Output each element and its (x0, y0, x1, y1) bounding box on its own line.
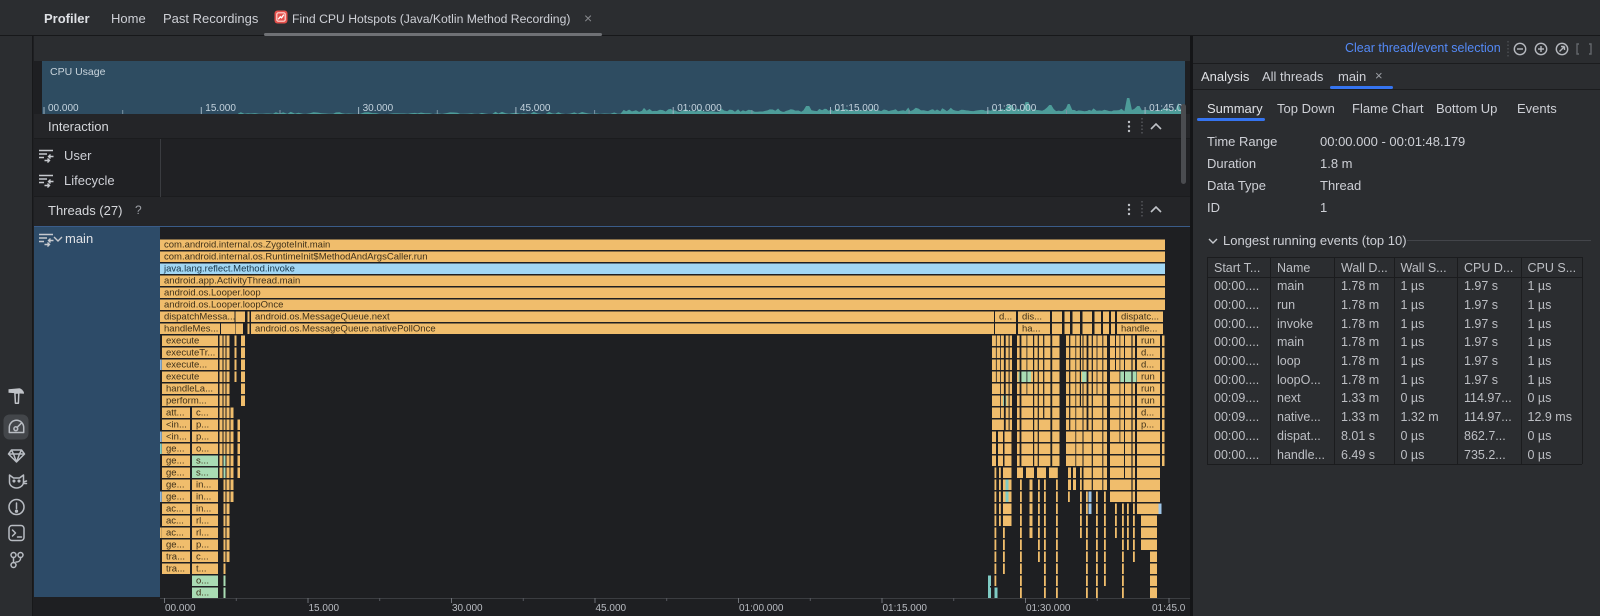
svg-text:in...: in... (196, 480, 211, 491)
svg-text:in...: in... (196, 492, 211, 503)
svg-text:ac...: ac... (166, 528, 184, 539)
svg-text:com.android.internal.os.Zygote: com.android.internal.os.ZygoteInit.main (164, 240, 330, 251)
svg-text:tra...: tra... (166, 552, 185, 563)
svg-text:execute: execute (166, 372, 199, 383)
svg-text:01:30.000: 01:30.000 (992, 103, 1037, 114)
svg-text:01:15.000: 01:15.000 (883, 603, 928, 614)
svg-text:d...: d... (1141, 348, 1154, 359)
svg-text:<in...: <in... (166, 420, 187, 431)
svg-text:45.000: 45.000 (520, 103, 551, 114)
svg-text:tra...: tra... (166, 564, 185, 575)
svg-text:<in...: <in... (166, 432, 187, 443)
svg-text:45.000: 45.000 (596, 603, 627, 614)
svg-text:t...: t... (196, 564, 207, 575)
svg-text:android.os.Looper.loopOnce: android.os.Looper.loopOnce (164, 300, 283, 311)
svg-text:android.os.Looper.loop: android.os.Looper.loop (164, 288, 261, 299)
svg-text:01:15.000: 01:15.000 (835, 103, 880, 114)
svg-text:01:45.0: 01:45.0 (1149, 103, 1183, 114)
svg-text:01:00.000: 01:00.000 (739, 603, 784, 614)
svg-text:run: run (1141, 372, 1155, 383)
svg-text:handleLa...: handleLa... (166, 384, 213, 395)
svg-text:ha...: ha... (1022, 324, 1041, 335)
svg-text:in...: in... (196, 504, 211, 515)
svg-text:c...: c... (196, 552, 209, 563)
svg-text:01:30.000: 01:30.000 (1026, 603, 1071, 614)
svg-text:p...: p... (196, 540, 209, 551)
svg-text:dis...: dis... (1022, 312, 1042, 323)
svg-text:android.app.ActivityThread.mai: android.app.ActivityThread.main (164, 276, 300, 287)
svg-text:dispatchMessa...: dispatchMessa... (164, 312, 235, 323)
svg-text:d...: d... (999, 312, 1012, 323)
svg-text:ge...: ge... (166, 456, 185, 467)
svg-text:o...: o... (196, 576, 209, 587)
svg-text:15.000: 15.000 (205, 103, 236, 114)
svg-text:p...: p... (196, 420, 209, 431)
svg-text:30.000: 30.000 (452, 603, 483, 614)
svg-text:run: run (1141, 336, 1155, 347)
svg-text:ge...: ge... (166, 468, 185, 479)
svg-text:d...: d... (1141, 360, 1154, 371)
svg-text:ge...: ge... (166, 492, 185, 503)
svg-text:ac...: ac... (166, 504, 184, 515)
svg-text:CPU Usage: CPU Usage (50, 66, 106, 78)
svg-text:c...: c... (196, 408, 209, 419)
svg-text:15.000: 15.000 (309, 603, 340, 614)
svg-text:s...: s... (196, 456, 209, 467)
svg-text:run: run (1141, 384, 1155, 395)
svg-text:d...: d... (196, 588, 209, 599)
svg-text:android.os.MessageQueue.next: android.os.MessageQueue.next (255, 312, 390, 323)
svg-text:ge...: ge... (166, 540, 185, 551)
svg-text:android.os.MessageQueue.native: android.os.MessageQueue.nativePollOnce (255, 324, 436, 335)
svg-text:execute...: execute... (166, 360, 207, 371)
svg-text:ge...: ge... (166, 480, 185, 491)
svg-text:handleMes...: handleMes... (164, 324, 218, 335)
svg-text:ge...: ge... (166, 444, 185, 455)
svg-text:java.lang.reflect.Method.invok: java.lang.reflect.Method.invoke (163, 264, 295, 275)
svg-text:ac...: ac... (166, 516, 184, 527)
svg-text:00.000: 00.000 (165, 603, 196, 614)
svg-text:execute: execute (166, 336, 199, 347)
svg-text:p...: p... (1141, 420, 1154, 431)
svg-text:01:00.000: 01:00.000 (677, 103, 722, 114)
svg-text:run: run (1141, 396, 1155, 407)
svg-text:d...: d... (1141, 408, 1154, 419)
svg-text:s...: s... (196, 468, 209, 479)
svg-text:o...: o... (196, 444, 209, 455)
svg-text:att...: att... (166, 408, 184, 419)
svg-text:rl...: rl... (196, 516, 209, 527)
svg-text:executeTr...: executeTr... (166, 348, 215, 359)
svg-text:rl...: rl... (196, 528, 209, 539)
svg-text:00.000: 00.000 (48, 103, 79, 114)
svg-text:01:45.0: 01:45.0 (1152, 603, 1186, 614)
svg-text:com.android.internal.os.Runtim: com.android.internal.os.RuntimeInit$Meth… (164, 252, 428, 263)
svg-text:dispatc...: dispatc... (1121, 312, 1159, 323)
svg-text:handle...: handle... (1121, 324, 1157, 335)
svg-text:perform...: perform... (166, 396, 207, 407)
svg-text:p...: p... (196, 432, 209, 443)
svg-text:30.000: 30.000 (363, 103, 394, 114)
